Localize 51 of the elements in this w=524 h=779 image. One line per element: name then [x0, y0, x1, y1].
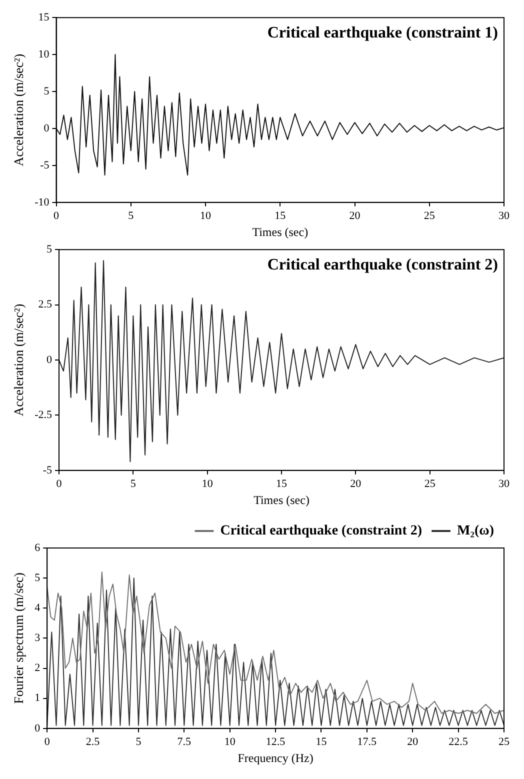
x-tick-label: 15 — [276, 478, 288, 490]
x-tick-label: 25 — [424, 210, 436, 222]
x-tick-label: 12.5 — [266, 736, 286, 748]
x-tick-label: 30 — [498, 478, 510, 490]
x-tick-label: 15 — [274, 210, 286, 222]
legend-label: M₂(ω) — [457, 524, 494, 539]
x-tick-label: 5 — [136, 736, 142, 748]
x-tick-label: 10 — [202, 478, 214, 490]
x-tick-label: 5 — [130, 478, 136, 490]
y-tick-label: 10 — [38, 48, 50, 60]
y-tick-label: 0 — [34, 722, 41, 734]
x-tick-label: 17.5 — [357, 736, 378, 748]
x-tick-label: 20 — [349, 210, 361, 222]
y-tick-label: 15 — [38, 11, 50, 24]
y-tick-label: -5 — [40, 159, 50, 172]
y-tick-label: 5 — [46, 243, 53, 256]
x-tick-label: 25 — [424, 478, 436, 490]
y-axis-title: Acceleration (m/sec²) — [11, 304, 26, 416]
x-axis-title: Times (sec) — [254, 492, 310, 507]
y-tick-label: 2.5 — [38, 298, 53, 311]
x-tick-label: 15 — [316, 736, 328, 748]
y-axis-title: Fourier spectrum (m/sec) — [11, 572, 26, 704]
y-tick-label: 1 — [34, 692, 40, 704]
annotation: Critical earthquake (constraint 1) — [267, 24, 498, 42]
legend-label: Critical earthquake (constraint 2) — [220, 524, 422, 539]
x-tick-label: 30 — [498, 210, 510, 222]
y-tick-label: 5 — [34, 572, 41, 584]
y-tick-label: -10 — [34, 196, 50, 208]
x-tick-label: 25 — [498, 736, 510, 748]
y-tick-label: 2 — [34, 662, 40, 674]
x-tick-label: 5 — [128, 210, 134, 222]
y-tick-label: 0 — [44, 122, 50, 134]
x-tick-label: 10 — [200, 210, 212, 222]
y-tick-label: 6 — [34, 542, 41, 554]
x-axis-title: Times (sec) — [252, 224, 308, 239]
y-tick-label: 5 — [44, 85, 50, 98]
y-axis-title: Acceleration (m/sec²) — [11, 54, 26, 166]
x-tick-label: 22.5 — [448, 736, 468, 748]
x-tick-label: 20 — [350, 478, 362, 490]
x-tick-label: 10 — [224, 736, 236, 748]
x-tick-label: 2.5 — [86, 736, 100, 748]
y-tick-label: 4 — [34, 602, 41, 614]
y-tick-label: 3 — [34, 632, 41, 644]
annotation: Critical earthquake (constraint 2) — [267, 256, 498, 274]
x-tick-label: 20 — [407, 736, 419, 748]
y-tick-label: -2.5 — [34, 409, 53, 422]
x-tick-label: 0 — [56, 478, 62, 490]
x-axis-title: Frequency (Hz) — [238, 750, 314, 765]
y-tick-label: -5 — [42, 464, 53, 476]
x-tick-label: 7.5 — [177, 736, 192, 748]
y-tick-label: 0 — [46, 354, 53, 366]
